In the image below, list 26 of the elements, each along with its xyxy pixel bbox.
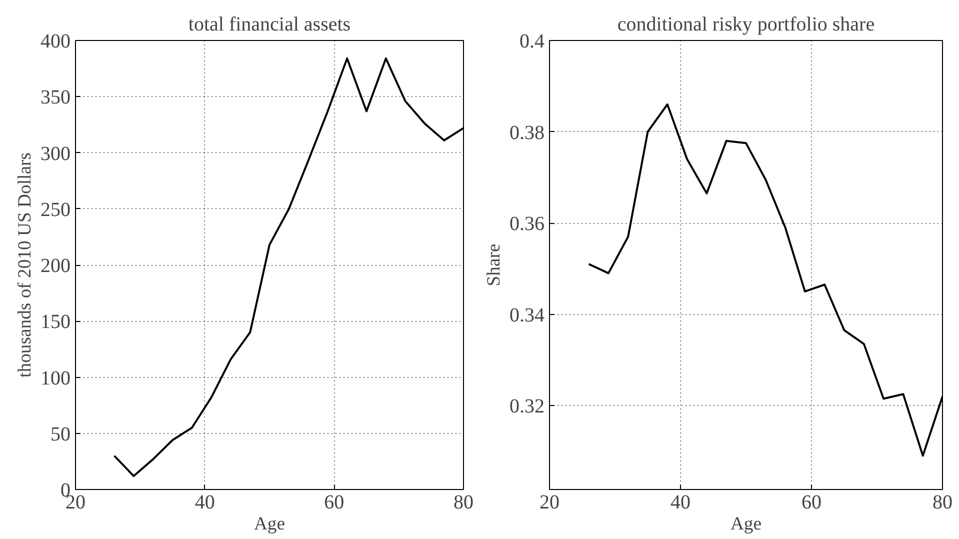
x-tick-label: 40: [194, 492, 215, 514]
y-tick-label: 350: [40, 86, 70, 109]
x-tick-label: 60: [324, 492, 344, 514]
x-axis-title: Age: [730, 514, 762, 534]
y-tick-label: 100: [40, 367, 70, 390]
y-tick-label: 400: [40, 30, 70, 52]
y-tick-label: 50: [50, 423, 70, 446]
y-axis-title: Share: [484, 244, 504, 286]
x-tick-label: 40: [670, 492, 690, 514]
y-tick-label: 200: [40, 255, 70, 277]
x-tick-label: 80: [932, 492, 952, 514]
x-tick-label: 80: [454, 492, 474, 514]
y-tick-label: 150: [40, 311, 70, 334]
y-tick-label: 0.34: [510, 304, 544, 326]
x-axis-title: Age: [254, 514, 286, 534]
y-tick-label: 300: [40, 142, 70, 165]
y-tick-label: 0.38: [510, 122, 544, 144]
y-tick-label: 0.32: [510, 396, 544, 418]
y-tick-label: 250: [40, 198, 70, 221]
y-axis-title: thousands of 2010 US Dollars: [14, 152, 36, 378]
y-tick-label: 0.36: [510, 213, 544, 236]
x-tick-label: 20: [540, 492, 560, 514]
chart-title: conditional risky portfolio share: [617, 14, 875, 36]
y-tick-label: 0.4: [520, 30, 544, 52]
x-tick-label: 60: [802, 492, 822, 514]
chart-title: total financial assets: [188, 14, 351, 36]
